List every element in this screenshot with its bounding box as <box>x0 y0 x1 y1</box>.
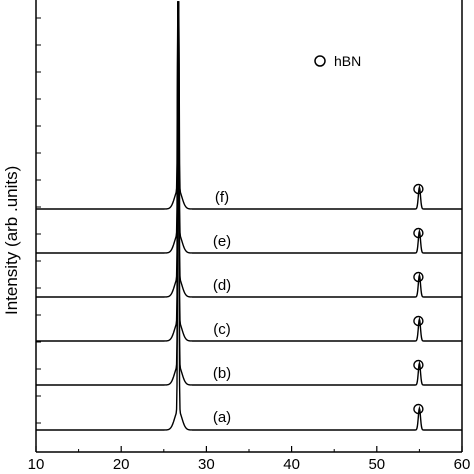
xrd-traces <box>36 1 462 431</box>
xrd-trace <box>36 1 462 342</box>
xrd-trace <box>36 1 462 431</box>
hbn-peak-marker <box>413 227 424 239</box>
y-axis-title: Intensity (arb .units) <box>2 166 21 315</box>
xrd-trace <box>36 1 462 254</box>
plot-frame <box>35 0 463 453</box>
legend: hBN <box>314 53 361 69</box>
y-ticks <box>36 17 41 424</box>
hbn-peak-marker <box>413 315 424 327</box>
peak-markers <box>413 183 424 415</box>
legend-circle-marker <box>314 55 326 67</box>
x-ticks: 10 20 30 40 50 60 <box>28 446 471 473</box>
xrd-trace <box>36 1 462 298</box>
hbn-peak-marker <box>413 359 424 371</box>
trace-label: (b) <box>213 365 231 382</box>
hbn-peak-marker <box>413 403 424 415</box>
x-tick-label: 60 <box>454 456 471 473</box>
hbn-peak-marker <box>413 183 424 195</box>
trace-label: (c) <box>213 321 231 338</box>
x-tick-label: 40 <box>283 456 300 473</box>
xrd-trace <box>36 1 462 210</box>
x-tick-label: 50 <box>368 456 385 473</box>
x-tick-label: 10 <box>28 456 45 473</box>
hbn-peak-marker <box>413 271 424 283</box>
trace-label: (d) <box>213 277 231 294</box>
legend-label: hBN <box>334 53 361 69</box>
trace-label: (f) <box>215 189 229 206</box>
trace-label: (e) <box>213 233 231 250</box>
x-tick-label: 20 <box>113 456 130 473</box>
trace-label: (a) <box>213 409 231 426</box>
trace-labels: (a) (b) (c) (d) (e) (f) <box>213 189 231 426</box>
xrd-trace <box>36 1 462 386</box>
x-tick-label: 30 <box>198 456 215 473</box>
